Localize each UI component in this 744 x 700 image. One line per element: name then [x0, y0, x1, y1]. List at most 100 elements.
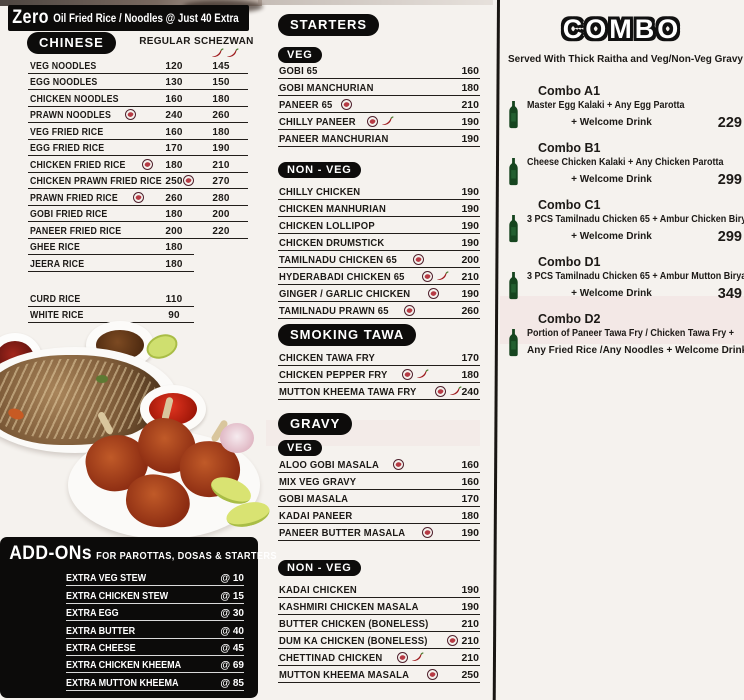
starters-nonveg-list: CHILLY CHICKEN 190 CHICKEN MANHURIAN 190 [278, 183, 480, 319]
chicken-lollipop [122, 470, 194, 532]
menu-row: MUTTON KHEEMA TAWA FRY 240 [278, 383, 480, 400]
combo-line2: + Welcome Drink [571, 117, 652, 128]
combo-line1: 3 PCS Tamilnadu Chicken 65 + Ambur Mutto… [527, 271, 744, 282]
combo-price: 349 [717, 285, 742, 302]
item-price: 190 [439, 288, 480, 302]
item-name: EXTRA CHEESE [66, 642, 136, 654]
chicken-lollipop [80, 429, 154, 497]
item-name: TAMILNADU PRAWN 65 [279, 305, 389, 317]
price-regular: 160 [154, 94, 194, 107]
menu-row: PRAWN NOODLES 240 260 [28, 107, 248, 123]
item-name: CHICKEN NOODLES [30, 93, 119, 105]
schezwan-chili-icons [211, 47, 239, 59]
price-schezwan: 180 [194, 94, 248, 107]
special-icon [393, 459, 405, 470]
item-name: GOBI 65 [279, 65, 318, 77]
item-price: 180 [439, 82, 480, 96]
item-name: CHICKEN LOLLIPOP [279, 220, 375, 232]
price-regular: 180 [154, 242, 194, 255]
combo-title: Combo B1 [538, 141, 601, 155]
chicken-bone [161, 396, 174, 422]
price-schezwan: 220 [194, 226, 248, 239]
menu-row: CHICKEN PEPPER FRY 180 [278, 366, 480, 383]
noodles [0, 355, 164, 445]
menu-row: DUM KA CHICKEN (BONELESS) 210 [278, 632, 480, 649]
item-name: EXTRA EGG [66, 608, 119, 620]
special-icon [426, 669, 438, 680]
addons-subtitle: FOR PAROTTAS, DOSAS & STARTERS [96, 551, 277, 562]
item-name: EGG NOODLES [30, 77, 98, 88]
combo-price: 299 [717, 228, 742, 245]
item-price: 160 [439, 459, 480, 473]
special-icon [403, 305, 415, 316]
special-icon [141, 158, 153, 170]
menu-row: PANEER MANCHURIAN 190 [278, 130, 480, 147]
special-icon [396, 652, 408, 663]
item-name: EXTRA MUTTON KHEEMA [66, 677, 179, 689]
menu-row: GOBI MANCHURIAN 180 [278, 79, 480, 96]
item-price: 210 [439, 99, 480, 113]
noodle-strands [0, 359, 158, 439]
price-schezwan: 190 [194, 143, 248, 156]
item-price: 160 [439, 476, 480, 490]
item-name: CURD RICE [30, 293, 81, 305]
zero-oil-banner: Zero Oil Fried Rice / Noodles @ Just 40 E… [8, 5, 249, 31]
combo-item: Combo D2 Portion of Paneer Tawa Fry / Ch… [502, 312, 744, 358]
item-price: 210 [439, 652, 480, 666]
chili-icon [436, 270, 449, 282]
sauce-bowl-red [0, 333, 42, 383]
nonveg-badge: NON - VEG [278, 162, 361, 179]
item-name: BUTTER CHICKEN (BONELESS) [279, 618, 429, 630]
menu-row: CHICKEN LOLLIPOP 190 [278, 217, 480, 234]
item-name: PRAWN NOODLES [30, 110, 112, 121]
item-price: 190 [439, 527, 480, 541]
combo-item: Combo A1 Master Egg Kalaki + Any Egg Par… [502, 84, 742, 131]
special-icon [132, 191, 144, 203]
chili-icon [211, 48, 224, 57]
item-name: KASHMIRI CHICKEN MASALA [279, 601, 419, 613]
menu-row: VEG NOODLES 120 145 [28, 57, 248, 74]
column-divider [492, 0, 500, 700]
menu-row: TAMILNADU PRAWN 65 260 [278, 302, 480, 319]
menu-row: MIX VEG GRAVY 160 [278, 473, 480, 490]
item-price: 210 [439, 635, 480, 649]
menu-row: GHEE RICE 180 [28, 239, 248, 255]
item-price: 180 [439, 369, 480, 383]
item-price: @ 30 [220, 608, 244, 620]
item-price: 250 [439, 669, 480, 683]
menu-row: MUTTON KHEEMA MASALA 250 [278, 666, 480, 683]
price-regular: 180 [154, 160, 194, 173]
veg-bit [96, 375, 108, 383]
chicken-bone [96, 410, 115, 436]
combo-line2: + Welcome Drink [571, 174, 652, 185]
combo-line1: Cheese Chicken Kalaki + Any Chicken Paro… [527, 157, 724, 168]
item-name: CHICKEN PRAWN FRIED RICE [30, 176, 162, 187]
item-name: HYDERABADI CHICKEN 65 [279, 271, 405, 283]
gravy-veg-list: ALOO GOBI MASALA 160 MIX VEG GRAVY 160 [278, 456, 480, 541]
menu-row: KASHMIRI CHICKEN MASALA 190 [278, 598, 480, 615]
banner-highlight: Zero [12, 7, 49, 28]
chili-icon [411, 651, 424, 663]
special-icon [447, 635, 459, 646]
bottle-icon [502, 271, 527, 301]
column-header-schezwan: SCHEZWAN [194, 36, 254, 47]
menu-row: KADAI PANEER 180 [278, 507, 480, 524]
item-price: 160 [439, 65, 480, 79]
item-price: 170 [439, 352, 480, 366]
plate [68, 431, 260, 539]
combo-title: Combo A1 [538, 84, 601, 98]
gravy-nonveg-list: KADAI CHICKEN 190 KASHMIRI CHICKEN MASAL… [278, 581, 480, 683]
price-regular: 260 [154, 193, 194, 206]
item-name: ALOO GOBI MASALA [279, 459, 380, 471]
item-name: GOBI MASALA [279, 493, 349, 505]
menu-row: JEERA RICE 180 [28, 255, 248, 272]
menu-row: KADAI CHICKEN 190 [278, 581, 480, 598]
item-name: DUM KA CHICKEN (BONELESS) [279, 635, 428, 647]
item-name: CHICKEN FRIED RICE [30, 159, 126, 171]
price-regular: 250 [154, 176, 194, 189]
chicken-bone [210, 418, 229, 444]
menu-row: WHITE RICE 90 [28, 307, 248, 323]
menu-row: HYDERABADI CHICKEN 65 210 [278, 268, 480, 285]
price-regular: 240 [154, 110, 194, 123]
